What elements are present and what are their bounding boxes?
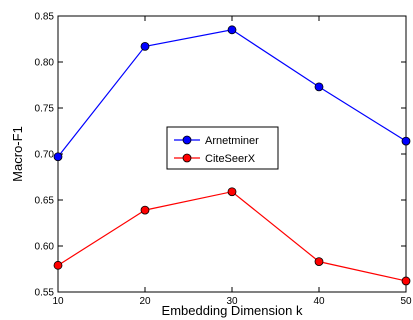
y-tick-label: 0.55 <box>35 288 55 299</box>
legend-label: Arnetminer <box>205 135 259 147</box>
x-tick-label: 30 <box>226 296 238 307</box>
legend-swatch-marker <box>182 135 192 145</box>
series-layer <box>53 25 411 286</box>
data-point-citeseerx <box>401 276 411 286</box>
x-tick-label: 20 <box>139 296 151 307</box>
legend: Arnetminer CiteSeerX <box>166 126 279 170</box>
data-point-citeseerx <box>53 260 63 270</box>
y-tick-label: 0.60 <box>35 242 55 253</box>
y-tick-label: 0.75 <box>35 104 55 115</box>
series-line-citeseerx <box>57 191 407 282</box>
y-tick-label: 0.85 <box>35 12 55 23</box>
x-axis-label: Embedding Dimension k <box>162 303 303 318</box>
legend-swatch-marker <box>182 153 192 163</box>
y-axis-label: Macro-F1 <box>10 126 25 182</box>
y-tick-label: 0.80 <box>35 58 55 69</box>
data-point-citeseerx <box>314 257 324 267</box>
data-point-arnetminer <box>227 25 237 35</box>
axis-ticks: 10 20 30 40 50 0.55 0.60 0.65 0.70 0.75 0.80 0.85 <box>35 12 412 308</box>
data-point-citeseerx <box>227 187 237 197</box>
data-point-arnetminer <box>314 82 324 92</box>
y-tick-label: 0.70 <box>35 150 55 161</box>
x-tick-label: 50 <box>400 296 412 307</box>
x-tick-label: 40 <box>313 296 325 307</box>
data-point-arnetminer <box>140 41 150 51</box>
y-tick-label: 0.65 <box>35 196 55 207</box>
x-tick-label: 10 <box>52 296 64 307</box>
legend-box <box>166 126 279 170</box>
data-point-arnetminer <box>401 136 411 146</box>
data-point-arnetminer <box>53 152 63 162</box>
data-point-citeseerx <box>140 205 150 215</box>
legend-label: CiteSeerX <box>205 153 256 165</box>
